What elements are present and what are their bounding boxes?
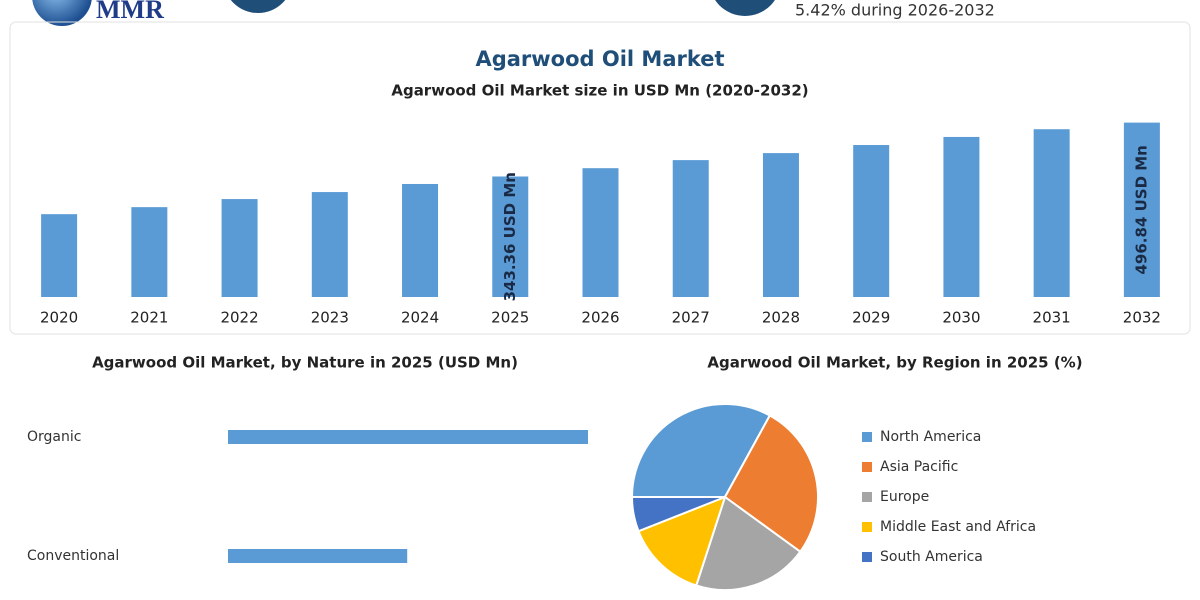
x-tick-label: 2031	[1033, 309, 1071, 327]
pie-slice	[695, 495, 802, 591]
legend-label: Europe	[880, 489, 929, 505]
pie-slice	[630, 403, 772, 498]
bar	[853, 145, 890, 297]
x-tick-label: 2027	[672, 309, 710, 327]
header-icon	[715, 0, 775, 16]
x-tick-label: 2021	[130, 309, 168, 327]
legend-swatch	[862, 522, 872, 532]
chart-title: Agarwood Oil Market, by Nature in 2025 (…	[92, 354, 518, 372]
bar	[41, 214, 78, 297]
bar	[582, 168, 619, 297]
value-label: 496.84 USD Mn	[1132, 145, 1150, 274]
bar	[762, 153, 799, 297]
x-tick-label: 2020	[40, 309, 78, 327]
x-tick-label: 2025	[491, 309, 529, 327]
chart-title: Agarwood Oil Market	[475, 47, 724, 71]
x-tick-label: 2030	[942, 309, 980, 327]
bar	[228, 430, 588, 444]
chart-title: Agarwood Oil Market, by Region in 2025 (…	[707, 354, 1082, 372]
value-label: 343.36 USD Mn	[501, 172, 519, 301]
logo-text: MMR	[96, 0, 164, 24]
chart-subtitle: Agarwood Oil Market size in USD Mn (2020…	[391, 82, 808, 100]
x-tick-label: 2024	[401, 309, 439, 327]
x-tick-label: 2029	[852, 309, 890, 327]
bar	[492, 176, 529, 297]
legend-label: North America	[880, 429, 981, 445]
bar	[672, 160, 709, 297]
x-tick-label: 2032	[1123, 309, 1161, 327]
bar	[1033, 129, 1070, 297]
pie-slice	[630, 496, 726, 533]
y-tick-label: Conventional	[27, 548, 119, 564]
bar	[311, 192, 348, 297]
bar	[221, 199, 258, 297]
logo-globe	[32, 0, 92, 26]
panel-border	[9, 21, 1191, 335]
x-tick-label: 2022	[220, 309, 258, 327]
header-icon	[230, 0, 286, 13]
x-tick-label: 2028	[762, 309, 800, 327]
x-tick-label: 2023	[311, 309, 349, 327]
y-tick-label: Organic	[27, 429, 81, 445]
legend-label: Middle East and Africa	[880, 519, 1036, 535]
legend-label: Asia Pacific	[880, 459, 958, 475]
legend-swatch	[862, 432, 872, 442]
pie-slice	[637, 495, 727, 587]
legend-label: South America	[880, 549, 983, 565]
legend-swatch	[862, 552, 872, 562]
bar	[943, 136, 980, 297]
bar	[402, 183, 439, 297]
legend-swatch	[862, 462, 872, 472]
x-tick-label: 2026	[581, 309, 619, 327]
cagr-text: 5.42% during 2026-2032	[795, 1, 995, 20]
bar	[1123, 122, 1160, 297]
bar	[228, 549, 408, 563]
pie-slice	[723, 414, 819, 554]
bar	[131, 207, 168, 297]
legend-swatch	[862, 492, 872, 502]
